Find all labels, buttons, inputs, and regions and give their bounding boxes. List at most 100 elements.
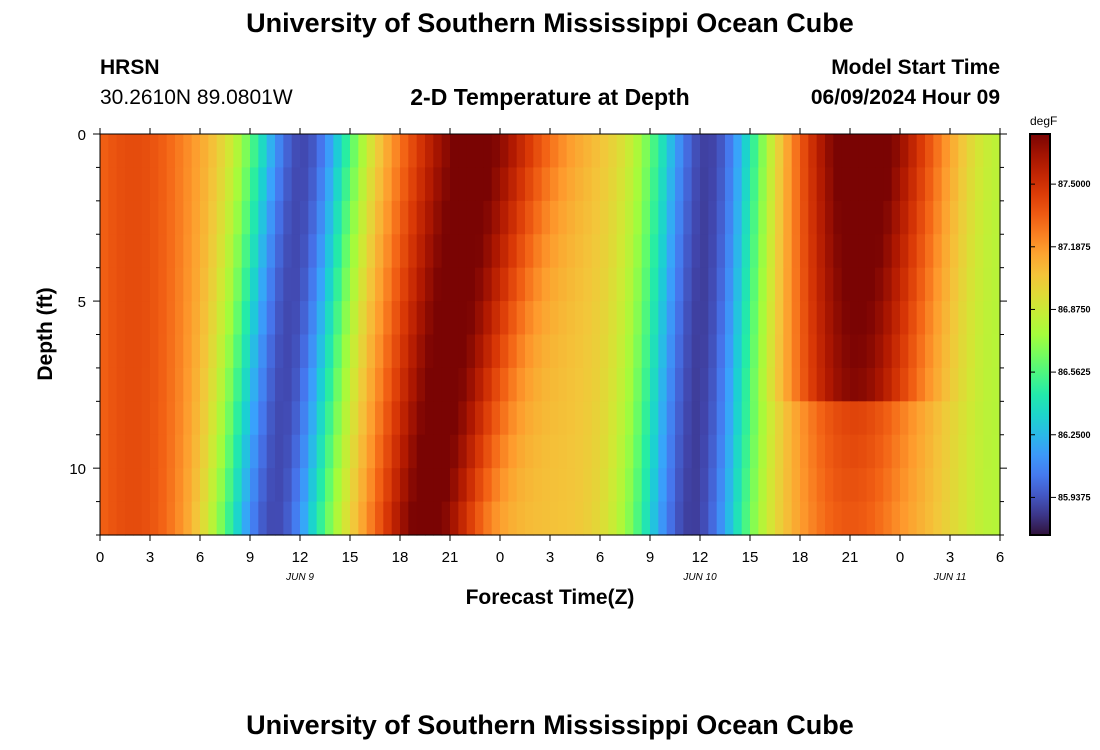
heatmap-cell [383, 401, 393, 436]
heatmap-cell [558, 267, 568, 302]
heatmap-cell [608, 200, 618, 235]
heatmap-cell [141, 167, 151, 202]
heatmap-cell [641, 501, 651, 536]
heatmap-cell [416, 200, 426, 235]
heatmap-cell [100, 434, 109, 469]
heatmap-cell [925, 234, 934, 269]
heatmap-cell [316, 167, 326, 202]
heatmap-cell [466, 367, 476, 402]
heatmap-cell [383, 367, 393, 402]
heatmap-cell [225, 234, 234, 269]
heatmap-cell [833, 267, 843, 302]
heatmap-cell [233, 167, 243, 202]
heatmap-cell [966, 334, 976, 369]
heatmap-cell [916, 334, 926, 369]
heatmap-cell [691, 267, 701, 302]
heatmap-cell [741, 301, 751, 336]
heatmap-cell [750, 301, 759, 336]
heatmap-cell [900, 167, 909, 202]
heatmap-cell [325, 301, 334, 336]
heatmap-cell [991, 334, 1001, 369]
heatmap-cell [433, 134, 443, 169]
heatmap-cell [316, 401, 326, 436]
heatmap-cell [975, 134, 984, 169]
heatmap-cell [366, 401, 376, 436]
heatmap-cell [741, 134, 751, 169]
heatmap-cell [275, 267, 284, 302]
heatmap-cell [525, 434, 534, 469]
heatmap-cell [366, 468, 376, 503]
heatmap-cell [708, 134, 718, 169]
heatmap-cell [383, 334, 393, 369]
heatmap-cell [600, 267, 609, 302]
heatmap-cell [883, 367, 893, 402]
heatmap-cell [508, 301, 518, 336]
heatmap-cell [675, 234, 684, 269]
heatmap-cell [500, 334, 509, 369]
heatmap-cell [891, 434, 901, 469]
heatmap-cell [550, 301, 559, 336]
heatmap-cell [950, 501, 959, 536]
heatmap-cell [900, 301, 909, 336]
heatmap-cell [825, 468, 834, 503]
heatmap-cell [775, 468, 784, 503]
heatmap-cell [608, 468, 618, 503]
heatmap-cell [850, 334, 859, 369]
heatmap-cell [383, 267, 393, 302]
heatmap-cell [741, 200, 751, 235]
heatmap-cell [891, 401, 901, 436]
heatmap-cell [825, 134, 834, 169]
heatmap-cell [441, 134, 451, 169]
heatmap-cell [925, 434, 934, 469]
heatmap-cell [575, 267, 584, 302]
heatmap-cell [108, 434, 118, 469]
heatmap-cell [291, 234, 301, 269]
heatmap-cell [808, 134, 818, 169]
heatmap-cell [216, 200, 226, 235]
heatmap-cell [350, 434, 359, 469]
heatmap-cell [416, 167, 426, 202]
heatmap-cell [416, 334, 426, 369]
heatmap-cell [908, 468, 918, 503]
heatmap-cell [508, 367, 518, 402]
heatmap-cell [991, 267, 1001, 302]
heatmap-cell [600, 167, 609, 202]
heatmap-cell [391, 134, 401, 169]
heatmap-cell [158, 468, 168, 503]
heatmap-cell [333, 200, 343, 235]
heatmap-cell [166, 401, 176, 436]
heatmap-cell [966, 434, 976, 469]
heatmap-cell [716, 134, 726, 169]
heatmap-cell [358, 301, 368, 336]
heatmap-cell [566, 200, 576, 235]
heatmap-cell [883, 501, 893, 536]
heatmap-cell [300, 134, 309, 169]
heatmap-cell [841, 501, 851, 536]
heatmap-cell [750, 334, 759, 369]
heatmap-cell [691, 200, 701, 235]
heatmap-cell [458, 367, 468, 402]
heatmap-cell [108, 301, 118, 336]
heatmap-cell [975, 200, 984, 235]
heatmap-cell [466, 401, 476, 436]
heatmap-cell [100, 234, 109, 269]
heatmap-cell [133, 200, 143, 235]
heatmap-cell [916, 301, 926, 336]
heatmap-cell [416, 267, 426, 302]
heatmap-cell [100, 200, 109, 235]
heatmap-cell [908, 167, 918, 202]
heatmap-cell [800, 334, 809, 369]
colorbar-tick-label: 86.8750 [1058, 304, 1091, 314]
heatmap-cell [950, 267, 959, 302]
heatmap-cell [500, 434, 509, 469]
heatmap-cell [116, 468, 126, 503]
heatmap-cell [516, 334, 526, 369]
heatmap-cell [525, 501, 534, 536]
heatmap-cell [533, 267, 543, 302]
heatmap-cell [100, 134, 109, 169]
heatmap-cell [325, 501, 334, 536]
heatmap-cell [916, 234, 926, 269]
heatmap-cell [866, 167, 876, 202]
heatmap-cell [500, 301, 509, 336]
heatmap-cell [575, 334, 584, 369]
